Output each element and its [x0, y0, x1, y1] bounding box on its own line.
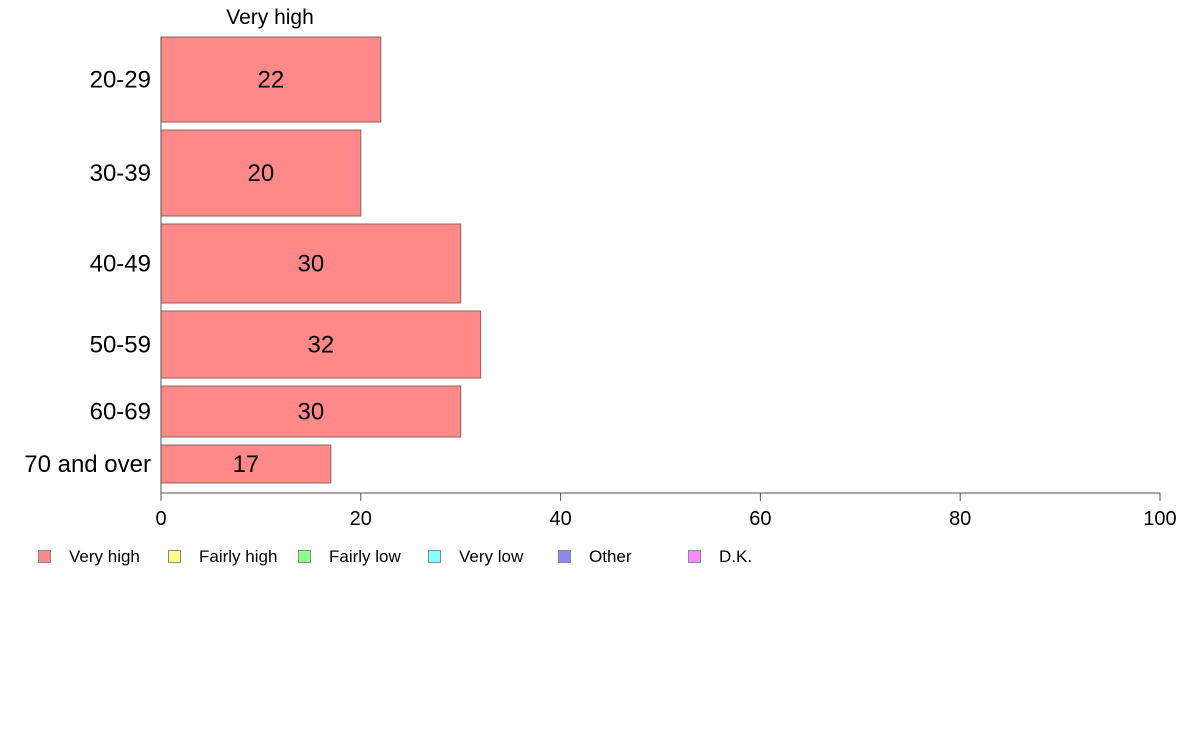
- legend-swatch-dk: [688, 550, 701, 563]
- x-tick-label-0: 0: [155, 508, 166, 530]
- category-label-30-39: 30-39: [90, 160, 151, 187]
- legend-swatch-fairly-high: [168, 550, 181, 563]
- bar-value-label-40-49: 30: [297, 251, 324, 278]
- bar-40-49: [160, 223, 462, 304]
- bar-value-label-20-29: 22: [258, 67, 285, 94]
- category-label-60-69: 60-69: [90, 399, 151, 426]
- legend-label-dk: D.K.: [719, 547, 753, 566]
- legend-swatch-other: [558, 550, 571, 563]
- x-tick-label-80: 80: [949, 508, 971, 530]
- bar-value-label-60-69: 30: [297, 399, 324, 426]
- bar-value-label-70-and-over: 17: [233, 451, 260, 478]
- legend-swatch-fairly-low: [298, 550, 311, 563]
- y-axis-labels: 20-29 30-39 40-49 50-59 60-69 70 and over: [24, 67, 151, 479]
- category-label-20-29: 20-29: [90, 67, 151, 94]
- bar-60-69: [160, 385, 462, 438]
- bar-30-39: [160, 129, 362, 217]
- legend-label-other: Other: [589, 547, 632, 566]
- category-label-40-49: 40-49: [90, 251, 151, 278]
- legend-swatch-very-low: [428, 550, 441, 563]
- bar-value-label-30-39: 20: [248, 160, 275, 187]
- legend-label-very-low: Very low: [459, 547, 524, 566]
- bars-group: 22 20 30 32 30 17: [160, 36, 482, 484]
- chart-title: Very high: [226, 6, 314, 29]
- category-label-50-59: 50-59: [90, 332, 151, 359]
- x-tick-label-60: 60: [749, 508, 771, 530]
- bar-value-label-50-59: 32: [307, 332, 334, 359]
- legend-label-fairly-high: Fairly high: [199, 547, 278, 566]
- x-tick-label-40: 40: [549, 508, 571, 530]
- x-tick-label-100: 100: [1143, 508, 1176, 530]
- category-label-70-and-over: 70 and over: [24, 451, 151, 478]
- bar-50-59: [160, 310, 482, 379]
- x-axis: 0 20 40 60 80 100: [155, 37, 1177, 530]
- legend-label-very-high: Very high: [69, 547, 140, 566]
- x-tick-label-20: 20: [350, 508, 372, 530]
- legend-label-fairly-low: Fairly low: [329, 547, 401, 566]
- legend-swatch-very-high: [38, 550, 51, 563]
- bar-20-29: [160, 36, 382, 123]
